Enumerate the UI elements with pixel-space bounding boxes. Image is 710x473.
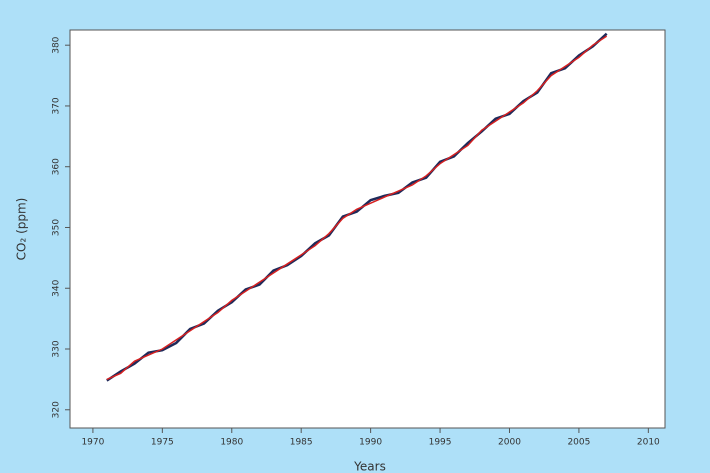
series-line (106, 35, 608, 381)
y-tick-label: 360 (52, 158, 62, 175)
y-tick-label: 330 (52, 340, 62, 357)
x-tick-label: 2010 (637, 438, 660, 448)
y-tick-label: 350 (52, 219, 62, 236)
y-tick-label: 370 (52, 97, 62, 114)
x-tick-label: 1990 (359, 438, 382, 448)
x-axis-title: Years (353, 460, 386, 473)
x-tick-label: 1970 (81, 438, 104, 448)
x-tick-label: 2000 (498, 438, 521, 448)
x-tick-label: 1980 (220, 438, 243, 448)
y-tick-label: 320 (52, 401, 62, 418)
x-tick-label: 2005 (567, 438, 590, 448)
y-axis-title: CO₂ (ppm) (15, 198, 29, 261)
series-line (106, 32, 608, 382)
x-tick-label: 1975 (151, 438, 174, 448)
x-tick-label: 1995 (429, 438, 452, 448)
y-tick-label: 380 (52, 36, 62, 53)
y-tick-label: 340 (52, 279, 62, 296)
x-tick-label: 1985 (290, 438, 313, 448)
plot-area (69, 29, 666, 429)
